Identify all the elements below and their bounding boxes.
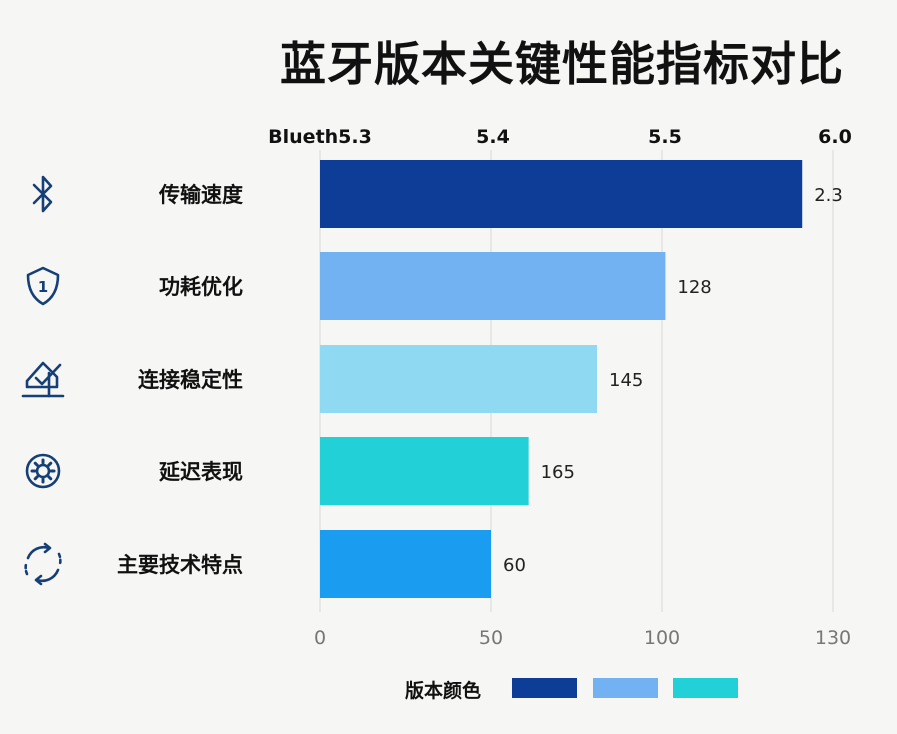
bar-value-label: 2.3 bbox=[814, 185, 843, 206]
svg-text:1: 1 bbox=[38, 278, 48, 296]
x-tick-label: 50 bbox=[479, 627, 503, 649]
x-tick-label: 100 bbox=[644, 627, 680, 649]
category-label: 延迟表现 bbox=[158, 460, 243, 484]
top-version-label: 5.4 bbox=[476, 126, 510, 148]
bar bbox=[320, 345, 598, 413]
house-check-icon bbox=[21, 361, 65, 398]
bar-value-label: 128 bbox=[677, 277, 711, 298]
legend-label: 版本颜色 bbox=[405, 680, 482, 702]
bar-value-label: 145 bbox=[609, 370, 643, 391]
legend-swatch-cyan bbox=[673, 678, 738, 698]
bar bbox=[320, 530, 491, 598]
bluetooth-icon bbox=[32, 175, 53, 213]
category-label: 连接稳定性 bbox=[138, 368, 243, 392]
bar bbox=[320, 160, 803, 228]
category-label: 功耗优化 bbox=[159, 275, 243, 299]
category-label: 主要技术特点 bbox=[117, 553, 243, 577]
legend-swatch-light-blue bbox=[593, 678, 658, 698]
bar bbox=[320, 252, 666, 320]
chart-title: 蓝牙版本关键性能指标对比 bbox=[280, 37, 844, 91]
x-tick-label: 0 bbox=[314, 627, 326, 649]
bar bbox=[320, 437, 529, 505]
top-version-label: Blueth5.3 bbox=[268, 126, 372, 148]
top-version-label: 5.5 bbox=[648, 126, 682, 148]
top-version-label: 6.0 bbox=[818, 126, 852, 148]
shield-icon: 1 bbox=[26, 266, 60, 306]
legend-swatch-dark-blue bbox=[512, 678, 577, 698]
category-label: 传输速度 bbox=[158, 183, 243, 207]
bar-value-label: 60 bbox=[503, 555, 526, 576]
gear-icon bbox=[25, 453, 61, 489]
x-tick-label: 130 bbox=[815, 627, 851, 649]
bar-value-label: 165 bbox=[541, 462, 575, 483]
cycle-arrows-icon bbox=[24, 542, 62, 586]
